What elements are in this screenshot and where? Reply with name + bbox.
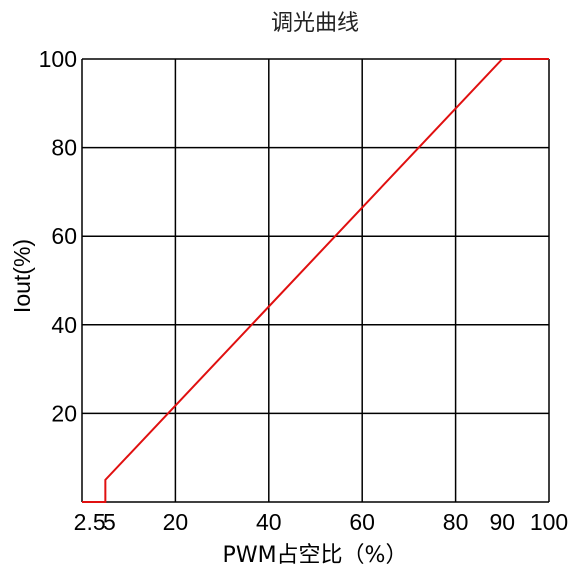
y-tick-label: 40 <box>51 312 77 338</box>
series-layer <box>82 58 549 503</box>
series-line <box>82 58 549 503</box>
x-tick-label: 80 <box>443 509 469 535</box>
x-tick-label: 60 <box>349 509 375 535</box>
x-axis-label: PWM占空比（%） <box>223 543 408 568</box>
x-tick-label: 90 <box>490 509 516 535</box>
x-tick-label: 100 <box>530 509 568 535</box>
chart-title: 调光曲线 <box>271 11 359 36</box>
y-tick-label: 60 <box>51 223 77 249</box>
x-tick-labels: 2.55 20 40 60 80 90 100 <box>74 509 569 535</box>
grid-layer <box>81 58 550 503</box>
x-tick-label: 5 <box>103 509 116 535</box>
y-tick-label: 100 <box>39 46 77 72</box>
y-tick-labels: 20 40 60 80 100 <box>39 46 77 426</box>
x-tick-label: 2.5 <box>74 509 106 535</box>
y-tick-label: 20 <box>51 400 77 426</box>
y-tick-label: 80 <box>51 135 77 161</box>
x-tick-label: 20 <box>163 509 189 535</box>
x-tick-label: 40 <box>256 509 282 535</box>
y-axis-label: Iout(%) <box>9 239 35 313</box>
